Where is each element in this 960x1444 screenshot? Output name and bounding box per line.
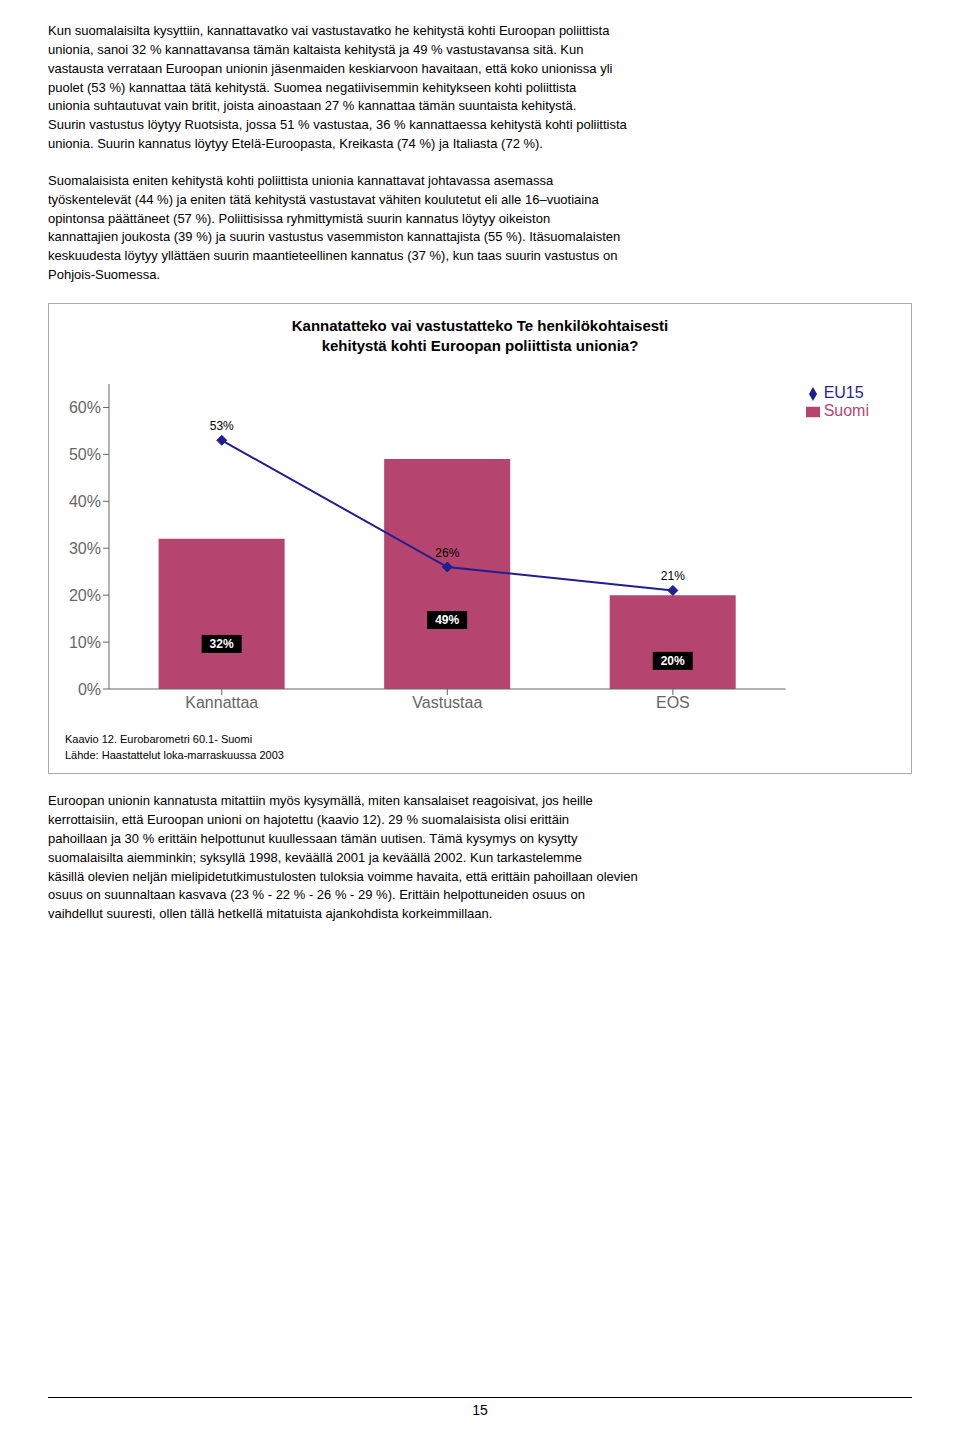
svg-text:50%: 50%: [69, 447, 101, 464]
svg-text:20%: 20%: [69, 587, 101, 604]
html-text:Suomalaisista eniten kehitystä: Suomalaisista eniten kehitystä kohti pol…: [48, 172, 621, 283]
svg-text:40%: 40%: [69, 493, 101, 510]
svg-text:10%: 10%: [69, 634, 101, 651]
html-text:Lähde: Haastattelut loka-marra: Lähde: Haastattelut loka-marraskuussa 20…: [65, 748, 284, 761]
svg-text:49%: 49%: [435, 613, 459, 627]
svg-text:32%: 32%: [210, 637, 234, 651]
html-text:kehitystä kohti Euroopan polii: kehitystä kohti Euroopan poliittista uni…: [321, 337, 639, 355]
svg-text:Vastustaa: Vastustaa: [412, 695, 482, 712]
html-text:Kannatatteko vai vastustatteko: Kannatatteko vai vastustatteko Te henkil…: [291, 317, 669, 334]
html-text:Suomi: Suomi: [823, 402, 869, 420]
html-text:15: 15: [472, 1402, 488, 1418]
html-text:Kun suomalaisilta kysyttiin, k: Kun suomalaisilta kysyttiin, kannattavat…: [48, 23, 627, 152]
html-text:Kaavio 12. Eurobarometri 60.1-: Kaavio 12. Eurobarometri 60.1- Suomi: [65, 733, 253, 746]
html-text:Euroopan unionin kannatusta mi: Euroopan unionin kannatusta mitattiin my…: [48, 793, 638, 922]
html-text:EU15: EU15: [823, 384, 864, 402]
svg-text:26%: 26%: [435, 546, 459, 560]
svg-text:EOS: EOS: [656, 695, 690, 712]
svg-text:20%: 20%: [661, 654, 685, 668]
svg-text:53%: 53%: [210, 420, 234, 434]
svg-text:60%: 60%: [69, 400, 101, 417]
svg-text:0%: 0%: [78, 681, 101, 698]
svg-text:21%: 21%: [661, 570, 685, 584]
svg-text:Kannattaa: Kannattaa: [185, 695, 258, 712]
svg-text:30%: 30%: [69, 540, 101, 557]
